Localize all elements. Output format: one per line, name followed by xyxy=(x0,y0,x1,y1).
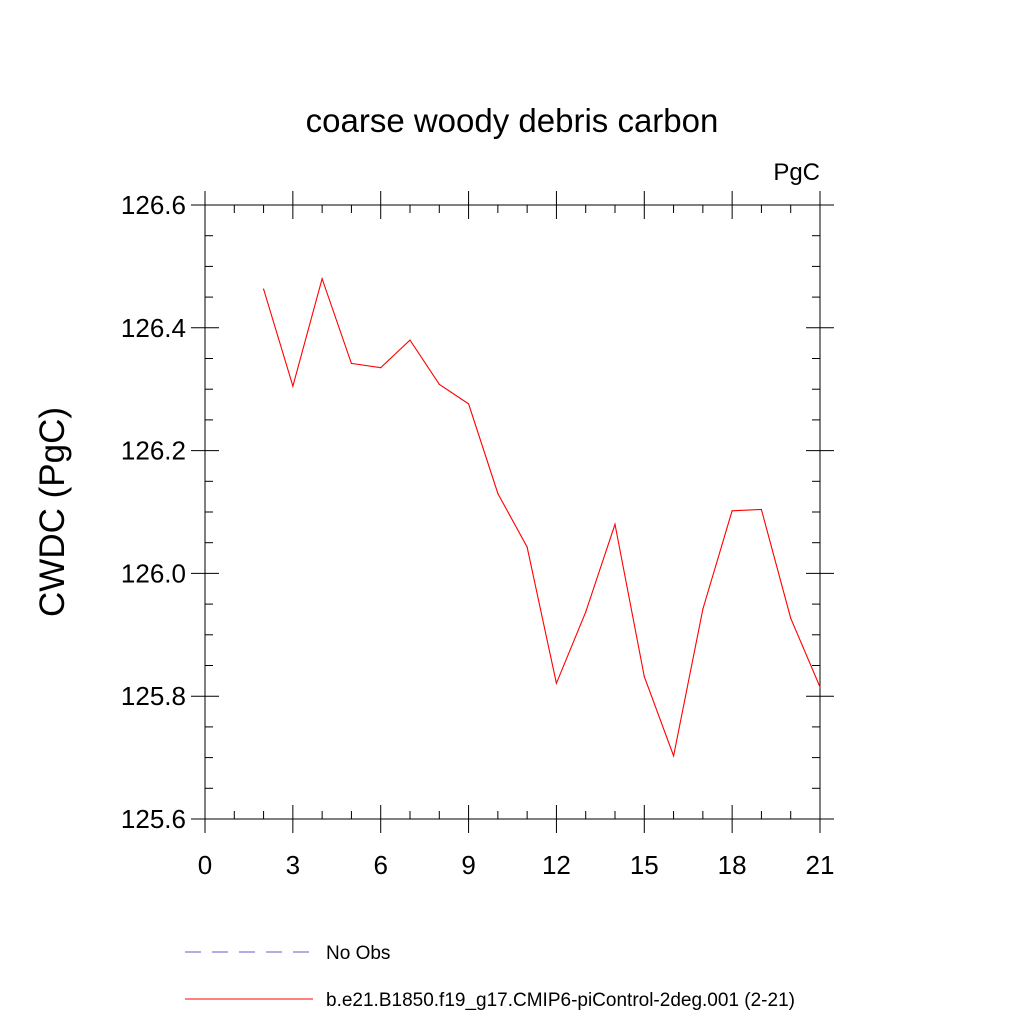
x-tick-label: 0 xyxy=(198,850,212,880)
series-layer xyxy=(262,276,821,758)
y-tick-label: 125.8 xyxy=(121,681,186,711)
data-point xyxy=(760,508,763,511)
data-point xyxy=(438,383,440,385)
legend-label: b.e21.B1850.f19_g17.CMIP6-piControl-2deg… xyxy=(326,990,795,1011)
data-point xyxy=(555,682,558,684)
y-tick-label: 125.6 xyxy=(121,804,186,834)
data-point xyxy=(409,339,411,341)
y-axis: 125.6 125.8 126.0 126.2 126.4 126.6 xyxy=(121,190,834,834)
legend-label: No Obs xyxy=(326,943,390,964)
data-point xyxy=(321,278,323,280)
data-point xyxy=(467,403,470,405)
x-tick-label: 18 xyxy=(718,850,747,880)
data-point xyxy=(262,288,265,290)
x-tick-label: 3 xyxy=(286,850,300,880)
data-point xyxy=(614,523,616,525)
series-line xyxy=(263,276,821,758)
x-tick-label: 9 xyxy=(461,850,475,880)
x-tick-label: 15 xyxy=(630,850,659,880)
y-tick-label: 126.4 xyxy=(121,313,186,343)
data-point xyxy=(350,362,353,365)
units-label: PgC xyxy=(773,159,820,186)
plot-frame xyxy=(204,204,821,820)
x-tick-label: 21 xyxy=(806,850,835,880)
data-point xyxy=(292,385,294,387)
data-point xyxy=(380,367,382,369)
y-tick-label: 126.0 xyxy=(121,558,186,588)
data-point xyxy=(497,492,499,495)
data-point xyxy=(643,675,645,678)
legend: No Obs b.e21.B1850.f19_g17.CMIP6-piContro… xyxy=(185,943,795,1011)
data-point xyxy=(672,755,675,757)
y-axis-label: CWDC (PgC) xyxy=(33,407,72,617)
data-point xyxy=(585,611,587,613)
data-point xyxy=(731,510,733,512)
x-axis: 0 3 6 9 12 15 18 21 xyxy=(198,191,835,880)
y-tick-label: 126.6 xyxy=(121,190,186,220)
y-tick-label: 126.2 xyxy=(121,436,186,466)
chart-title: coarse woody debris carbon xyxy=(306,102,719,139)
data-point xyxy=(702,608,704,610)
x-tick-label: 6 xyxy=(373,850,387,880)
data-point xyxy=(790,617,792,619)
x-tick-label: 12 xyxy=(542,850,571,880)
data-point xyxy=(526,546,528,548)
data-point xyxy=(819,686,821,688)
